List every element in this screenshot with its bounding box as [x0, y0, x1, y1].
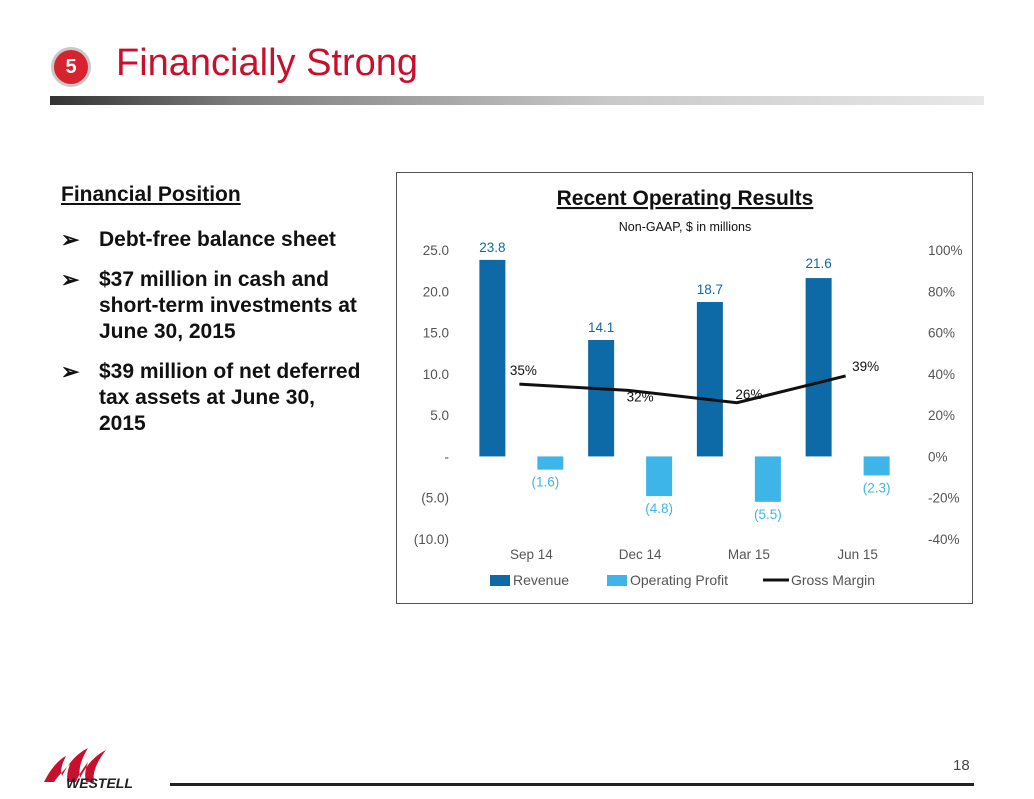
revenue-bar — [806, 278, 832, 456]
chart-subtitle: Non-GAAP, $ in millions — [619, 220, 751, 234]
financial-position-heading: Financial Position — [61, 183, 361, 207]
gross-margin-data-label: 32% — [627, 389, 654, 404]
bullet-debt-free: ➢ Debt-free balance sheet — [61, 227, 361, 253]
operating-profit-data-label: (5.5) — [754, 507, 782, 522]
y-right-tick-label: 60% — [928, 326, 955, 341]
legend-revenue-swatch — [490, 575, 510, 586]
y-right-tick-label: 40% — [928, 367, 955, 382]
y-left-tick-label: 25.0 — [423, 243, 449, 258]
legend-operating-profit-label: Operating Profit — [630, 572, 728, 588]
financial-position-panel: Financial Position ➢ Debt-free balance s… — [61, 183, 361, 451]
operating-results-chart: Recent Operating Results Non-GAAP, $ in m… — [396, 172, 973, 604]
operating-profit-data-label: (4.8) — [645, 501, 673, 516]
y-left-tick-label: - — [445, 449, 450, 464]
operating-profit-data-label: (1.6) — [531, 475, 559, 490]
x-tick-label: Dec 14 — [619, 547, 662, 562]
logo-wordmark: WESTELL — [66, 775, 133, 790]
arrow-bullet-icon: ➢ — [61, 227, 79, 253]
revenue-bar — [479, 260, 505, 457]
footer-rule — [170, 783, 974, 786]
x-tick-label: Jun 15 — [837, 547, 878, 562]
operating-profit-data-label: (2.3) — [863, 480, 891, 495]
y-left-tick-label: 10.0 — [423, 367, 449, 382]
operating-profit-bar — [755, 456, 781, 501]
y-right-tick-label: -40% — [928, 532, 960, 547]
operating-profit-bar — [864, 456, 890, 475]
legend-gross-margin-label: Gross Margin — [791, 572, 875, 588]
y-right-tick-label: 100% — [928, 243, 963, 258]
revenue-data-label: 18.7 — [697, 282, 723, 297]
arrow-bullet-icon: ➢ — [61, 359, 79, 385]
y-right-tick-label: -20% — [928, 491, 960, 506]
chart-canvas: Recent Operating Results Non-GAAP, $ in m… — [397, 173, 974, 605]
x-tick-label: Sep 14 — [510, 547, 553, 562]
bullet-cash: ➢ $37 million in cash and short-term inv… — [61, 267, 361, 345]
gross-margin-data-label: 26% — [735, 387, 762, 402]
revenue-data-label: 21.6 — [805, 256, 831, 271]
operating-profit-bar — [646, 456, 672, 496]
chart-title: Recent Operating Results — [557, 187, 814, 210]
y-right-tick-label: 0% — [928, 449, 948, 464]
slide-title: Financially Strong — [116, 42, 418, 85]
arrow-bullet-icon: ➢ — [61, 267, 79, 293]
y-left-tick-label: 20.0 — [423, 284, 449, 299]
section-number-badge: 5 — [54, 50, 88, 84]
y-right-tick-label: 20% — [928, 408, 955, 423]
page-number: 18 — [953, 757, 970, 774]
bullet-text: $37 million in cash and short-term inves… — [99, 268, 357, 343]
bullet-tax-assets: ➢ $39 million of net deferred tax assets… — [61, 359, 361, 437]
operating-profit-bar — [537, 456, 563, 469]
westell-logo: WESTELL — [40, 742, 180, 795]
title-rule — [50, 96, 984, 105]
y-left-tick-label: 5.0 — [430, 408, 449, 423]
y-left-tick-label: (5.0) — [421, 491, 449, 506]
y-left-tick-label: (10.0) — [414, 532, 449, 547]
gross-margin-line — [519, 376, 845, 403]
x-tick-label: Mar 15 — [728, 547, 770, 562]
legend-revenue-label: Revenue — [513, 572, 569, 588]
y-left-tick-label: 15.0 — [423, 326, 449, 341]
bullet-text: Debt-free balance sheet — [99, 228, 336, 251]
gross-margin-data-label: 35% — [510, 363, 537, 378]
revenue-data-label: 14.1 — [588, 320, 614, 335]
legend-operating-profit-swatch — [607, 575, 627, 586]
y-right-tick-label: 80% — [928, 284, 955, 299]
revenue-data-label: 23.8 — [479, 240, 505, 255]
revenue-bar — [697, 302, 723, 456]
gross-margin-data-label: 39% — [852, 359, 879, 374]
revenue-bar — [588, 340, 614, 456]
bullet-text: $39 million of net deferred tax assets a… — [99, 360, 360, 435]
